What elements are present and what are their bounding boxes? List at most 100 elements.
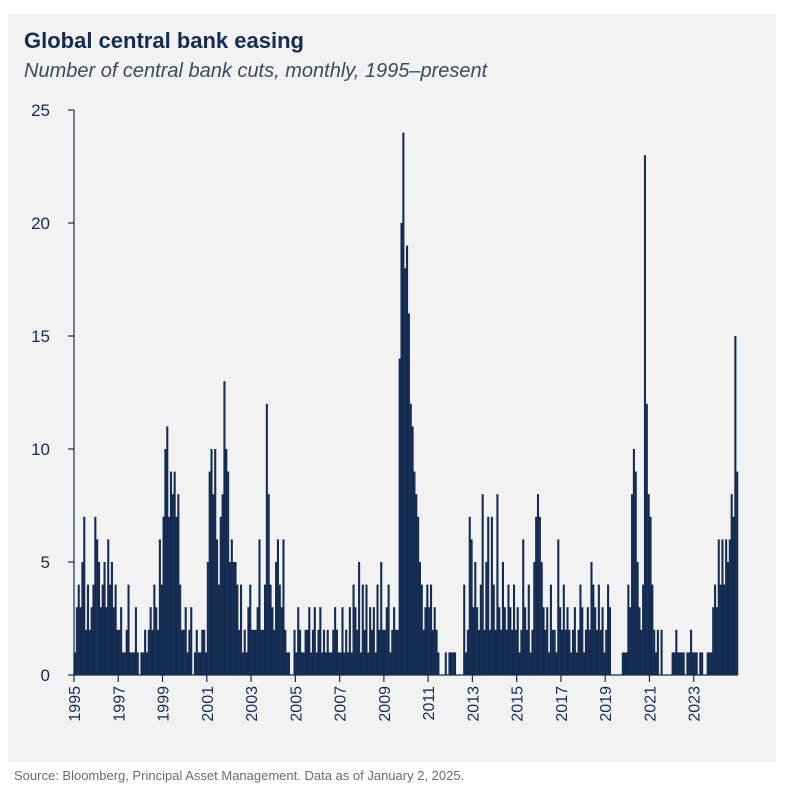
bar	[77, 584, 80, 675]
bar	[538, 516, 541, 675]
bar	[529, 652, 532, 675]
bar	[636, 562, 639, 675]
bar	[256, 607, 259, 675]
bar	[553, 629, 556, 675]
bar	[660, 629, 663, 675]
bar	[236, 584, 239, 675]
x-tick-label: 2015	[510, 686, 527, 722]
bar	[597, 584, 600, 675]
bar	[140, 652, 143, 675]
bar	[437, 652, 440, 675]
bar	[466, 629, 469, 675]
bar	[182, 629, 185, 675]
bar	[319, 607, 322, 675]
bar	[155, 607, 158, 675]
bar	[109, 584, 112, 675]
bar	[276, 539, 279, 675]
bar	[214, 449, 217, 675]
bar	[142, 652, 145, 675]
bar	[634, 471, 637, 675]
bar	[649, 516, 652, 675]
bar	[474, 562, 477, 675]
bar	[527, 584, 530, 675]
bar	[640, 629, 643, 675]
bar	[323, 629, 326, 675]
bar	[623, 652, 626, 675]
bar	[352, 584, 355, 675]
bar	[588, 629, 591, 675]
bar	[151, 629, 154, 675]
bar	[732, 516, 735, 675]
bar	[317, 629, 320, 675]
bar	[81, 562, 84, 675]
bar	[562, 584, 565, 675]
bar	[186, 652, 189, 675]
bar	[450, 652, 453, 675]
bar	[435, 629, 438, 675]
bar	[736, 471, 739, 675]
bar	[86, 584, 89, 675]
bar	[391, 629, 394, 675]
bar	[645, 403, 648, 675]
bar	[507, 584, 510, 675]
bar	[431, 629, 434, 675]
bar	[429, 584, 433, 675]
bar	[721, 539, 724, 675]
bar	[169, 471, 172, 675]
bar	[730, 494, 733, 675]
bar	[627, 584, 630, 675]
bar	[533, 562, 536, 675]
bar	[258, 539, 261, 675]
bar	[297, 607, 300, 675]
bar	[234, 562, 237, 675]
bar	[505, 629, 508, 675]
bar	[551, 629, 554, 675]
bar	[579, 584, 582, 675]
bar	[418, 562, 421, 675]
bar	[516, 607, 519, 675]
bar	[706, 652, 709, 675]
bar	[518, 652, 521, 675]
bar	[536, 494, 540, 675]
x-tick-label: 1995	[67, 686, 84, 722]
bar	[708, 652, 711, 675]
bar	[225, 449, 228, 675]
bar	[380, 562, 383, 675]
bar	[299, 629, 302, 675]
bar	[490, 516, 493, 675]
x-tick-label: 2001	[200, 686, 217, 722]
bar	[383, 629, 386, 675]
bar	[107, 539, 110, 675]
bar	[332, 629, 335, 675]
bar	[680, 652, 683, 675]
bar	[498, 607, 501, 675]
bar	[361, 584, 364, 675]
bar	[179, 584, 182, 675]
bar	[287, 652, 291, 675]
bar	[725, 539, 728, 675]
bar	[470, 539, 473, 675]
bar	[110, 562, 113, 675]
bar	[546, 607, 549, 675]
bar	[594, 607, 597, 675]
bar	[300, 652, 303, 675]
bar	[88, 629, 91, 675]
bar	[321, 652, 324, 675]
bar	[123, 652, 126, 675]
bar	[228, 562, 232, 675]
bar	[503, 607, 506, 675]
bar	[74, 652, 77, 675]
bar	[158, 539, 161, 675]
bar	[524, 607, 527, 675]
bar	[573, 607, 576, 675]
bar	[166, 426, 169, 675]
bar	[512, 584, 516, 675]
bar	[549, 584, 552, 675]
bar	[632, 449, 635, 675]
bar	[586, 607, 589, 675]
bar	[719, 584, 722, 675]
bar	[267, 494, 270, 675]
bar	[389, 652, 392, 675]
bar	[581, 607, 584, 675]
bar	[265, 403, 268, 675]
